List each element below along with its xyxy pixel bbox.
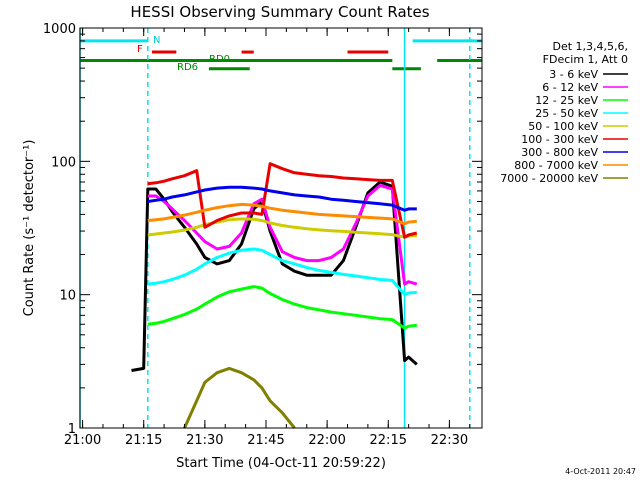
x-tick-label-1: 21:15 <box>125 433 162 448</box>
annotation-rd0: RD0 <box>209 54 230 65</box>
legend-label-0: 3 - 6 keV <box>549 68 598 81</box>
y-tick-label-3: 1000 <box>43 22 76 37</box>
legend-label-3: 25 - 50 keV <box>535 107 598 120</box>
y-axis-label: Count Rate (s⁻¹ detector⁻¹) <box>22 140 37 317</box>
legend-label-2: 12 - 25 keV <box>535 94 598 107</box>
series-line-6 <box>147 185 417 212</box>
annotation-f: F <box>137 44 143 55</box>
flag-bars <box>80 39 482 71</box>
legend-label-6: 300 - 800 keV <box>521 146 598 159</box>
x-tick-label-0: 21:00 <box>64 433 101 448</box>
x-tick-label-6: 22:30 <box>431 433 468 448</box>
series-line-8 <box>183 366 296 429</box>
legend-label-8: 7000 - 20000 keV <box>500 172 598 185</box>
x-tick-label-4: 22:00 <box>308 433 345 448</box>
legend-label-5: 100 - 300 keV <box>521 133 598 146</box>
series-line-7 <box>147 202 417 226</box>
plot-frame <box>79 27 483 429</box>
legend: Det 1,3,4,5,6, FDecim 1, Att 0 3 - 6 keV… <box>500 40 628 185</box>
y-tick-label-2: 100 <box>51 155 76 170</box>
x-tick-label-2: 21:30 <box>186 433 223 448</box>
legend-label-4: 50 - 100 keV <box>528 120 598 133</box>
y-axis-ticks: 1 10 100 1000 <box>43 22 482 437</box>
series-line-5 <box>147 162 418 239</box>
series-line-2 <box>147 285 417 330</box>
annotation-n: N <box>153 35 160 46</box>
legend-label-1: 6 - 12 keV <box>542 81 598 94</box>
annotation-rd6: RD6 <box>177 62 198 73</box>
legend-header-line-1: Det 1,3,4,5,6, <box>552 40 628 53</box>
legend-header-line-2: FDecim 1, Att 0 <box>543 53 628 66</box>
x-axis-ticks: 21:00 21:15 21:30 21:45 22:00 22:15 22:30 <box>64 28 471 448</box>
series-line-4 <box>147 217 417 239</box>
y-tick-label-1: 10 <box>59 289 76 304</box>
x-tick-label-3: 21:45 <box>247 433 284 448</box>
x-axis-label: Start Time (04-Oct-11 20:59:22) <box>176 456 386 471</box>
legend-label-7: 800 - 7000 keV <box>514 159 598 172</box>
data-series <box>131 162 418 429</box>
x-tick-label-5: 22:15 <box>370 433 407 448</box>
y-tick-label-0: 1 <box>68 422 76 437</box>
chart-title: HESSI Observing Summary Count Rates <box>130 3 429 21</box>
timestamp: 4-Oct-2011 20:47 <box>565 467 636 476</box>
series-line-3 <box>147 247 417 297</box>
series-line-1 <box>147 183 418 286</box>
